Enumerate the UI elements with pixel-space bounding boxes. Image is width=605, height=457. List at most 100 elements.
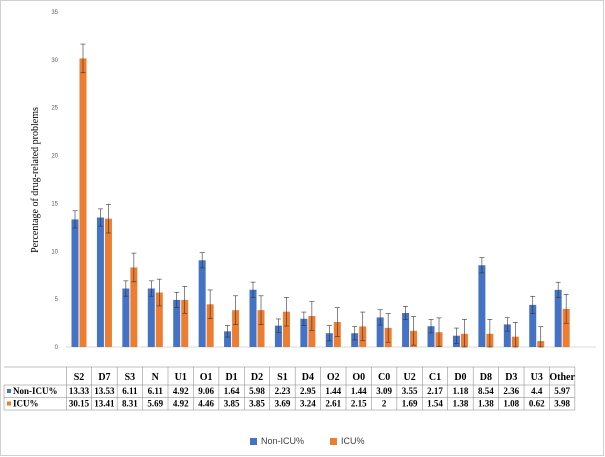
table-value: 1.44 xyxy=(351,386,367,396)
x-category-label: C0 xyxy=(378,372,390,383)
table-value: 5.97 xyxy=(554,386,570,396)
bar-non-icu xyxy=(427,326,435,347)
table-value: 4.4 xyxy=(531,386,543,396)
y-tick-label: 15 xyxy=(51,201,58,207)
bar-non-icu xyxy=(249,289,257,347)
bar-icu xyxy=(232,310,240,347)
x-category-label: D1 xyxy=(225,372,237,383)
x-category-label: U2 xyxy=(403,372,415,383)
table-value: 2.61 xyxy=(325,399,341,409)
table-row-swatch xyxy=(7,389,11,393)
table-value: 30.15 xyxy=(69,399,90,409)
bar-icu xyxy=(130,267,138,347)
bar-non-icu xyxy=(554,289,562,347)
table-value: 3.85 xyxy=(249,399,265,409)
legend-label-icu: ICU% xyxy=(341,436,365,446)
table-value: 2.95 xyxy=(300,386,316,396)
table-value: 3.55 xyxy=(402,386,418,396)
table-value: 2.17 xyxy=(427,386,443,396)
x-category-label: C1 xyxy=(429,372,441,383)
table-value: 4.92 xyxy=(173,386,189,396)
table-value: 2.36 xyxy=(503,386,519,396)
table-value: 6.11 xyxy=(122,386,138,396)
table-row-label: Non-ICU% xyxy=(13,386,58,396)
y-tick-label: 5 xyxy=(55,297,59,303)
table-value: 1.18 xyxy=(453,386,469,396)
table-value: 0.62 xyxy=(529,399,545,409)
bar-non-icu xyxy=(529,304,537,347)
bar-non-icu xyxy=(224,331,232,347)
x-category-label: D7 xyxy=(98,372,110,383)
y-tick-label: 10 xyxy=(51,249,58,255)
table-value: 13.33 xyxy=(69,386,90,396)
x-category-label: O0 xyxy=(352,372,365,383)
bar-non-icu xyxy=(376,317,384,347)
x-category-label: D4 xyxy=(302,372,314,383)
x-category-label: D2 xyxy=(251,372,263,383)
table-value: 9.06 xyxy=(198,386,214,396)
table-value: 1.08 xyxy=(503,399,519,409)
table-value: 1.64 xyxy=(224,386,240,396)
table-value: 1.44 xyxy=(325,386,341,396)
y-axis-title: Percentage of drug-related problems xyxy=(30,107,41,253)
x-category-label: S2 xyxy=(74,372,85,383)
x-category-label: D8 xyxy=(480,372,492,383)
table-row-swatch xyxy=(7,401,11,406)
bar-non-icu xyxy=(503,324,511,347)
table-value: 6.11 xyxy=(148,386,164,396)
table-value: 4.46 xyxy=(198,399,214,409)
bar-icu xyxy=(562,308,570,347)
x-category-label: S1 xyxy=(277,372,288,383)
table-value: 8.31 xyxy=(122,399,138,409)
bar-icu xyxy=(308,315,316,347)
x-category-label: O1 xyxy=(200,372,213,383)
bar-non-icu xyxy=(300,318,308,347)
bar-non-icu xyxy=(198,260,206,347)
bar-non-icu xyxy=(173,299,181,347)
bar-icu xyxy=(181,299,189,347)
bar-non-icu xyxy=(71,219,79,347)
x-category-label: U1 xyxy=(175,372,187,383)
table-value: 4.92 xyxy=(173,399,189,409)
table-value: 8.54 xyxy=(478,386,494,396)
table-value: 2.23 xyxy=(275,386,291,396)
y-tick-label: 25 xyxy=(51,106,58,112)
y-tick-label: 20 xyxy=(51,154,58,160)
bar-icu xyxy=(257,310,265,347)
legend-swatch-icu xyxy=(330,437,338,445)
bar-non-icu xyxy=(478,265,486,347)
table-value: 1.69 xyxy=(402,399,418,409)
table-value: 3.69 xyxy=(275,399,291,409)
x-category-label: S3 xyxy=(125,372,136,383)
legend-swatch-non-icu xyxy=(250,437,257,445)
bar-non-icu xyxy=(402,313,410,347)
table-value: 3.98 xyxy=(554,399,570,409)
x-category-label: U3 xyxy=(531,372,543,383)
table-value: 1.38 xyxy=(478,399,494,409)
x-category-label: Other xyxy=(549,372,575,383)
table-value: 1.54 xyxy=(427,399,443,409)
table-value: 1.38 xyxy=(453,399,469,409)
bar-icu xyxy=(206,304,214,347)
table-value: 3.85 xyxy=(224,399,240,409)
x-category-label: O2 xyxy=(327,372,340,383)
y-tick-label: 30 xyxy=(51,58,58,64)
table-value: 13.41 xyxy=(94,399,115,409)
y-tick-label: 0 xyxy=(55,345,59,351)
table-value: 2 xyxy=(382,399,387,409)
legend-label-non-icu: Non-ICU% xyxy=(261,436,305,446)
legend-item-icu: ICU% xyxy=(330,436,365,446)
table-value: 3.09 xyxy=(376,386,392,396)
bar-non-icu xyxy=(122,288,130,347)
table-value: 3.24 xyxy=(300,399,316,409)
bar-non-icu xyxy=(147,288,155,347)
legend: Non-ICU% ICU% xyxy=(250,436,365,446)
x-category-label: N xyxy=(152,372,160,383)
bar-non-icu xyxy=(96,217,104,347)
table-value: 5.69 xyxy=(147,399,163,409)
y-tick-label: 35 xyxy=(51,10,58,16)
x-category-label: D0 xyxy=(454,372,466,383)
table-value: 5.98 xyxy=(249,386,265,396)
